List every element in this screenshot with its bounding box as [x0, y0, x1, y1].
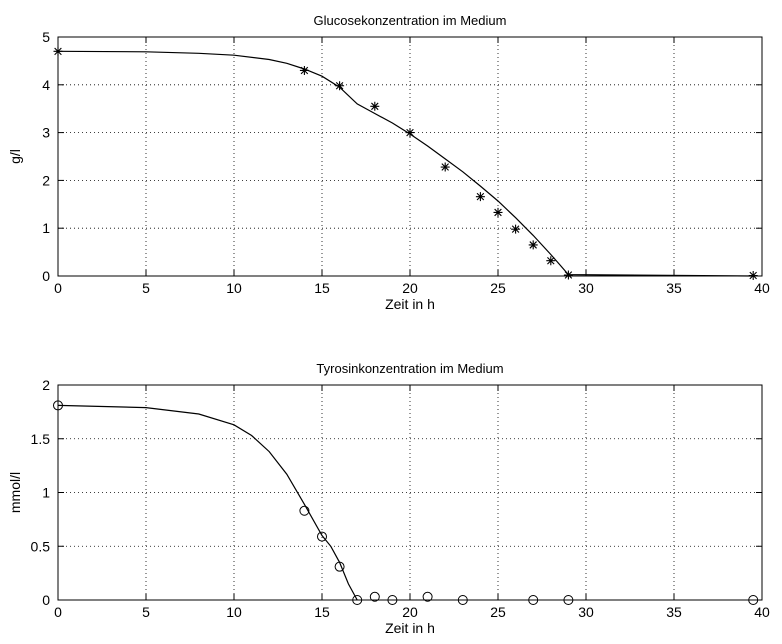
- y-tick-label: 1.5: [31, 431, 51, 447]
- data-point: [370, 101, 380, 111]
- data-point: [299, 505, 310, 516]
- data-point: [440, 162, 450, 172]
- chart-title: Glucosekonzentration im Medium: [314, 13, 507, 28]
- x-tick-label: 10: [226, 280, 242, 296]
- y-tick-label: 0: [42, 592, 50, 608]
- data-point: [53, 46, 63, 56]
- data-point: [422, 591, 433, 602]
- y-tick-label: 0: [42, 268, 50, 284]
- x-tick-label: 25: [490, 280, 506, 296]
- data-point: [563, 270, 573, 280]
- x-tick-label: 5: [142, 280, 150, 296]
- y-axis-label: g/l: [7, 149, 23, 164]
- data-point: [528, 240, 538, 250]
- data-point: [457, 595, 468, 605]
- tyrosine-chart: 0 5 10 15 20 25 30 35 40 0 0.5 1 1.5 2 Tyrosinkonzentr…: [7, 361, 770, 636]
- data-point: [528, 595, 539, 605]
- data-point: [563, 595, 574, 605]
- data-point: [748, 595, 759, 605]
- y-tick-label: 2: [42, 172, 50, 188]
- plot-frame: [57, 36, 763, 277]
- x-tick-label: 20: [402, 280, 418, 296]
- y-tick-label: 4: [42, 77, 50, 93]
- x-tick-label: 20: [402, 604, 418, 620]
- data-point: [475, 192, 485, 202]
- data-point: [299, 65, 309, 75]
- x-tick-label: 30: [578, 280, 594, 296]
- data-point: [511, 224, 521, 234]
- data-point: [335, 81, 345, 91]
- glucose-chart: 0 5 10 15 20 25 30 35 40 0 1 2 3 4 5 Glucosekonzentrati…: [7, 13, 770, 312]
- y-tick-label: 3: [42, 125, 50, 141]
- data-point: [546, 256, 556, 266]
- data-point: [369, 591, 380, 602]
- model-curve: [57, 50, 754, 277]
- x-axis-label: Zeit in h: [385, 296, 435, 312]
- x-tick-label: 15: [314, 280, 330, 296]
- x-tick-label: 5: [142, 604, 150, 620]
- x-tick-label: 0: [54, 604, 62, 620]
- x-tick-label: 25: [490, 604, 506, 620]
- model-curve: [57, 404, 358, 601]
- y-tick-label: 0.5: [31, 538, 51, 554]
- x-tick-label: 10: [226, 604, 242, 620]
- data-point: [493, 207, 503, 217]
- y-tick-label: 5: [42, 29, 50, 45]
- x-tick-label: 0: [54, 280, 62, 296]
- y-axis-label: mmol/l: [7, 472, 23, 513]
- y-tick-label: 2: [42, 377, 50, 393]
- y-tick-label: 1: [42, 485, 50, 501]
- data-point: [334, 561, 345, 572]
- chart-title: Tyrosinkonzentration im Medium: [316, 361, 503, 376]
- x-tick-label: 40: [754, 280, 770, 296]
- data-point: [387, 595, 398, 605]
- x-tick-label: 40: [754, 604, 770, 620]
- x-axis-label: Zeit in h: [385, 620, 435, 636]
- data-point: [53, 400, 63, 411]
- x-tick-label: 15: [314, 604, 330, 620]
- data-point: [405, 128, 415, 138]
- x-tick-label: 35: [666, 604, 682, 620]
- data-point: [748, 271, 758, 281]
- y-tick-label: 1: [42, 220, 50, 236]
- x-tick-label: 30: [578, 604, 594, 620]
- data-point: [352, 595, 363, 605]
- x-tick-label: 35: [666, 280, 682, 296]
- data-point: [317, 531, 327, 542]
